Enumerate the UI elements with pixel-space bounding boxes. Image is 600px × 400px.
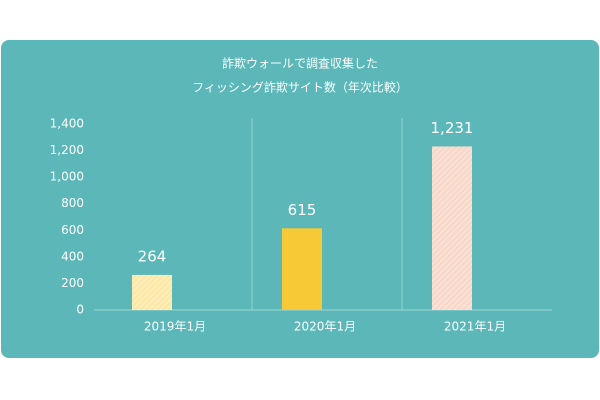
bar (432, 146, 472, 310)
y-tick-label: 600 (61, 223, 84, 237)
value-label: 264 (138, 247, 167, 265)
y-tick-label: 400 (61, 249, 84, 263)
value-label: 615 (288, 201, 317, 219)
chart-title: 詐欺ウォールで調査収集した (222, 56, 378, 71)
bar (282, 228, 322, 310)
y-tick-label: 1,400 (50, 117, 84, 131)
bar (132, 274, 172, 310)
y-tick-label: 0 (76, 303, 84, 317)
value-label: 1,231 (431, 119, 474, 137)
y-tick-label: 800 (61, 196, 84, 210)
x-tick-label: 2021年1月 (444, 320, 506, 334)
y-tick-label: 1,200 (50, 143, 84, 157)
y-tick-label: 200 (61, 276, 84, 290)
x-tick-label: 2019年1月 (144, 320, 206, 334)
x-tick-label: 2020年1月 (294, 320, 356, 334)
y-tick-label: 1,000 (50, 170, 84, 184)
chart-title: フィッシング詐欺サイト数（年次比較） (192, 80, 408, 95)
